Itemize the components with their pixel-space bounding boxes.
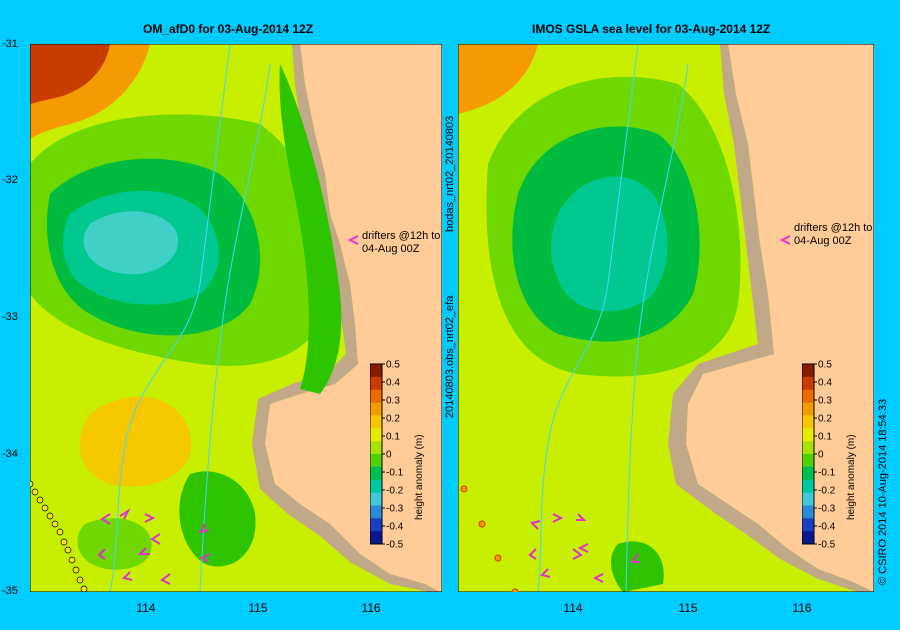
right-colorbar-swatch [802,415,814,429]
lat-label-33: -33 [2,311,18,323]
left-colorbar-swatch [370,492,382,506]
right-lon-label-116: 116 [792,601,812,615]
left-colorbar-swatch [370,479,382,494]
right-colorbar-tick-label: 0.5 [818,360,832,371]
left-contour-green-southwest [77,518,152,570]
left-contour-green-strip [279,64,342,394]
right-colorbar-tick-label: -0.4 [818,522,836,533]
left-colorbar-swatch [370,441,382,455]
right-annotation-line2: 04-Aug 00Z [794,235,852,247]
left-contour-darkred [30,44,110,104]
left-colorbar-swatch [370,389,382,404]
left-river-2 [199,63,271,592]
left-colorbar: 0.5 0.4 0.3 0.2 0.1 0 -0.1 -0.2 -0.3 -0.4 -0.5 [370,360,404,551]
right-panel-title: IMOS GSLA sea level for 03-Aug-2014 12Z [532,22,771,36]
left-annotation-text: drifters @12h to 04-Aug 00Z [362,230,440,256]
left-coast-strip [252,44,440,592]
right-colorbar-tick-label: -0.2 [818,486,836,497]
left-colorbar-tick-label: -0.1 [386,468,404,479]
left-drifter-track [30,480,88,592]
right-colorbar-tick-label: 0.1 [818,432,832,443]
lat-label-32: -32 [2,174,18,186]
right-contour-orange [458,44,538,114]
right-lon-label-115: 115 [678,601,698,615]
left-colorbar-swatch [370,466,382,481]
left-colorbar-tick-label: 0.1 [386,432,400,443]
right-drifter-arrows [528,513,640,583]
right-colorbar-swatch [802,492,814,506]
left-colorbar-label: height anomaly (m) [414,434,425,520]
left-colorbar-swatch [370,428,382,442]
left-colorbar-tick-label: -0.4 [386,522,404,533]
left-annotation-arrow-icon [347,235,359,245]
right-lon-label-114: 114 [563,601,583,615]
right-colorbar-tick-label: -0.1 [818,468,836,479]
right-colorbar-tick-label: -0.5 [818,540,836,551]
right-colorbar-swatch [802,454,814,468]
right-colorbar-swatch [802,505,814,519]
right-colorbar-swatch [802,466,814,481]
left-colorbar-swatch [370,531,382,545]
right-colorbar-swatch [802,376,814,391]
right-colorbar-label: height anomaly (m) [846,434,857,520]
right-river-2 [625,63,689,592]
left-vertical-label-2: bodas_nrt02_20140803 [444,115,456,232]
left-contour-yellow-south [79,396,192,487]
left-colorbar-tick-label: -0.2 [386,486,404,497]
right-river-1 [537,44,639,592]
right-annotation-line1: drifters @12h to [794,222,873,234]
right-colorbar: 0.5 0.4 0.3 0.2 0.1 0 -0.1 -0.2 -0.3 -0.4 -0.5 [802,360,836,551]
left-colorbar-tick-label: 0.4 [386,378,400,389]
left-colorbar-swatch [370,454,382,468]
left-contour-green-south [179,471,256,567]
right-vertical-label: © CSIRO 2014 10-Aug-2014 18:54:33 [877,398,889,585]
left-lon-label-115: 115 [248,601,268,615]
lat-label-31: -31 [2,38,18,50]
left-annotation-line2: 04-Aug 00Z [362,243,420,255]
left-annotation-line1: drifters @12h to [362,230,441,242]
left-colorbar-tick-label: 0.3 [386,396,400,407]
left-colorbar-swatch [370,376,382,391]
right-colorbar-swatch [802,402,814,416]
left-colorbar-swatch [370,415,382,429]
right-annotation-arrow-icon [779,235,791,245]
right-colorbar-tick-label: -0.3 [818,504,836,515]
left-lon-label-116: 116 [361,601,381,615]
left-colorbar-tick-label: 0.5 [386,360,400,371]
right-colorbar-swatch [802,518,814,532]
right-colorbar-swatch [802,389,814,404]
left-colorbar-swatch [370,505,382,519]
lat-label-34: -34 [2,448,18,460]
right-colorbar-swatch [802,531,814,545]
right-colorbar-swatch [802,441,814,455]
left-river-1 [109,44,231,592]
left-colorbar-tick-label: -0.5 [386,540,404,551]
right-contour-green-south [611,541,664,592]
left-panel-title: OM_afD0 for 03-Aug-2014 12Z [143,22,314,36]
left-vertical-label: 20140803.obs_nrt02_efa [444,295,456,418]
right-drifter-points [460,485,519,592]
left-colorbar-swatch [370,518,382,532]
right-colorbar-tick-label: 0.3 [818,396,832,407]
right-colorbar-tick-label: 0.4 [818,378,832,389]
left-colorbar-tick-label: 0 [386,450,392,461]
left-map-panel [30,44,442,592]
right-colorbar-tick-label: 0 [818,450,824,461]
right-colorbar-swatch [802,428,814,442]
right-annotation-text: drifters @12h to 04-Aug 00Z [794,222,872,248]
right-contour-teal [551,176,668,312]
right-colorbar-swatch [802,364,814,378]
left-contour-cyan [83,211,179,275]
right-colorbar-tick-label: 0.2 [818,414,832,425]
left-colorbar-tick-label: 0.2 [386,414,400,425]
left-drifter-arrows [97,508,211,585]
left-colorbar-swatch [370,364,382,378]
lat-label-35: -35 [2,585,18,597]
left-colorbar-swatch [370,402,382,416]
left-lon-label-114: 114 [136,601,156,615]
right-colorbar-swatch [802,479,814,494]
left-colorbar-tick-label: -0.3 [386,504,404,515]
